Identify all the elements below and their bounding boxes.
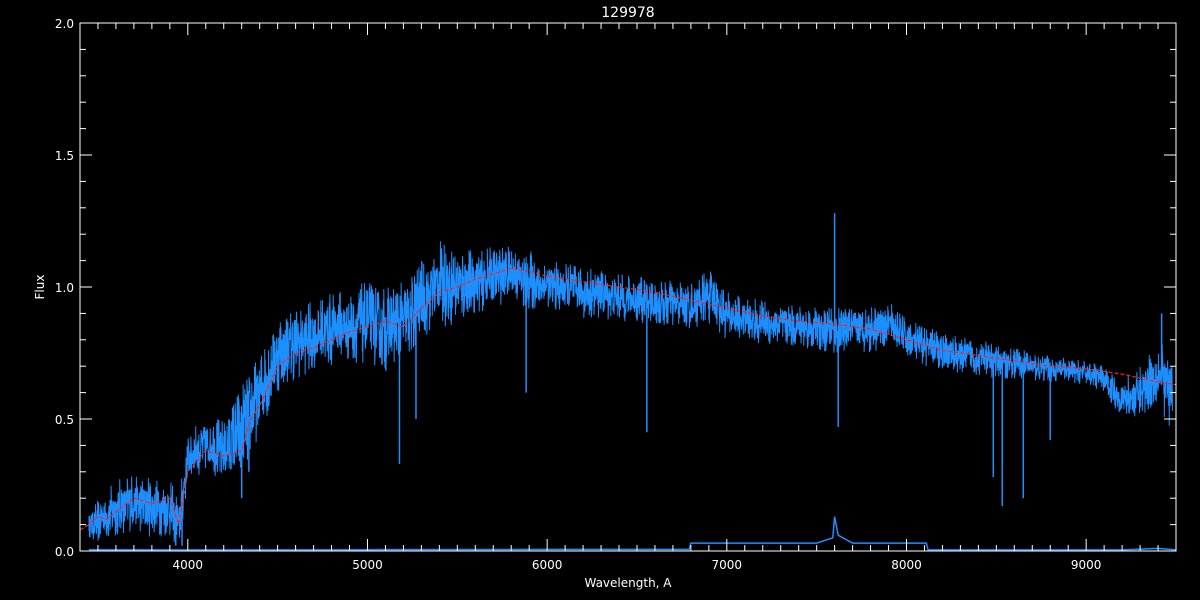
x-tick-label: 5000: [352, 558, 383, 572]
x-axis-label: Wavelength, A: [584, 576, 672, 590]
axis-ticks: 4000 5000 6000 7000 8000 9000 0.0 0.5 1.0 1.5 2.0: [55, 17, 1177, 572]
x-tick-label: 4000: [173, 558, 204, 572]
observed-spectrum-line: [88, 241, 1173, 543]
y-tick-label: 0.5: [55, 413, 74, 427]
x-tick-label: 9000: [1071, 558, 1102, 572]
x-tick-label: 7000: [712, 558, 743, 572]
y-tick-label: 1.0: [55, 281, 74, 295]
x-tick-label: 6000: [532, 558, 563, 572]
model-spectrum-line: [80, 267, 1176, 531]
y-tick-label: 1.5: [55, 149, 74, 163]
error-spectrum-line: [88, 516, 1176, 551]
x-tick-label: 8000: [891, 558, 922, 572]
y-axis-label: Flux: [33, 275, 47, 300]
chart-title: 129978: [601, 5, 654, 21]
y-tick-label: 2.0: [55, 17, 74, 31]
y-tick-label: 0.0: [55, 545, 74, 559]
plot-marks: [80, 213, 1176, 551]
